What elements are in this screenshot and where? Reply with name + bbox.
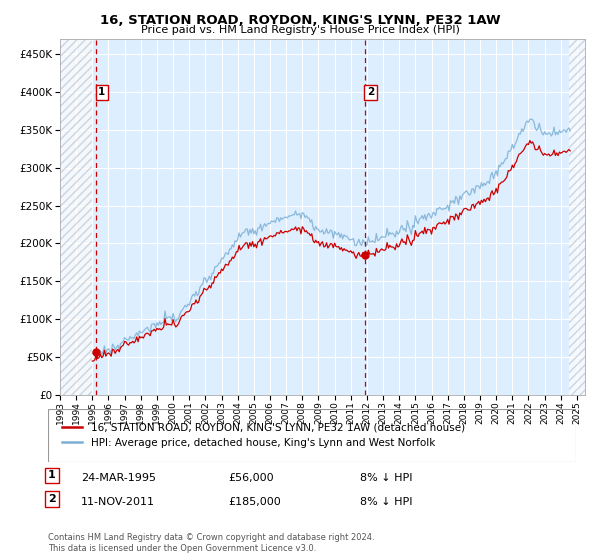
Text: 1: 1 [98,87,106,97]
Text: 1: 1 [48,470,56,480]
Legend: 16, STATION ROAD, ROYDON, KING'S LYNN, PE32 1AW (detached house), HPI: Average p: 16, STATION ROAD, ROYDON, KING'S LYNN, P… [58,419,468,451]
Text: £185,000: £185,000 [228,497,281,507]
Point [91,348,101,357]
Text: 8% ↓ HPI: 8% ↓ HPI [360,497,413,507]
Text: Contains HM Land Registry data © Crown copyright and database right 2024.: Contains HM Land Registry data © Crown c… [48,533,374,542]
Text: 16, STATION ROAD, ROYDON, KING'S LYNN, PE32 1AW: 16, STATION ROAD, ROYDON, KING'S LYNN, P… [100,14,500,27]
Text: Price paid vs. HM Land Registry's House Price Index (HPI): Price paid vs. HM Land Registry's House … [140,25,460,35]
Point [360,250,370,259]
Text: £56,000: £56,000 [228,473,274,483]
Bar [569,39,585,395]
Text: 2: 2 [367,87,374,97]
Text: This data is licensed under the Open Government Licence v3.0.: This data is licensed under the Open Gov… [48,544,316,553]
Text: 2: 2 [48,494,56,504]
Text: 11-NOV-2011: 11-NOV-2011 [81,497,155,507]
Text: 24-MAR-1995: 24-MAR-1995 [81,473,156,483]
Text: 8% ↓ HPI: 8% ↓ HPI [360,473,413,483]
Bar [60,39,92,395]
